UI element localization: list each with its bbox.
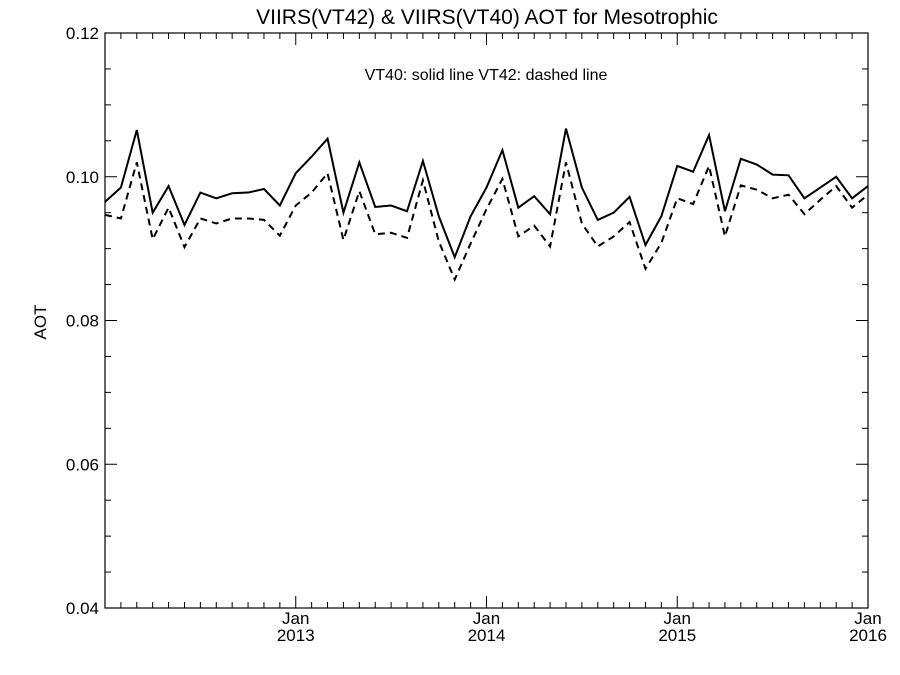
plot-border [104,32,869,609]
x-tick-label-year: 2013 [277,626,315,645]
x-tick-label-year: 2014 [468,626,506,645]
y-tick-label: 0.12 [66,24,99,43]
x-tick-label-month: Jan [473,609,500,628]
x-tick-label-year: 2016 [849,626,887,645]
series-layer [104,128,869,283]
plot-frame [104,32,869,609]
series-line-vt42 [104,162,869,283]
x-tick-label-year: 2015 [658,626,696,645]
y-tick-label: 0.06 [66,455,99,474]
legend-annotation: VT40: solid line VT42: dashed line [365,67,608,84]
y-axis-label: AOT [31,305,50,340]
x-tick-label-month: Jan [664,609,691,628]
x-tick-label-month: Jan [854,609,881,628]
series-line-vt40 [104,128,869,261]
y-tick-label: 0.10 [66,168,99,187]
y-tick-label: 0.08 [66,312,99,331]
y-tick-label: 0.04 [66,599,99,618]
x-tick-label-month: Jan [282,609,309,628]
y-axis-ticks: 0.04 0.06 0.08 0.10 0.12 [66,24,868,618]
chart-title: VIIRS(VT42) & VIIRS(VT40) AOT for Mesotr… [256,6,718,29]
